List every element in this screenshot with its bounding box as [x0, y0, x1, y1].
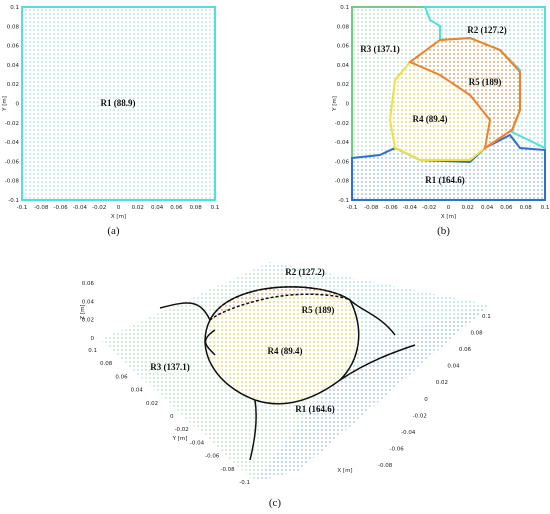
x-tick-label: -0.06: [383, 205, 398, 211]
x-tick-label: 0.02: [436, 380, 448, 386]
x-tick-label: 0.1: [211, 205, 220, 211]
y-tick-label: 0: [346, 102, 350, 108]
y-tick-label: 0.08: [100, 361, 113, 367]
x-tick-label: 0.1: [541, 205, 550, 211]
y-tick-label: 0.1: [340, 5, 349, 11]
x-tick-label: 0.08: [190, 205, 203, 211]
x-tick-label: 0.02: [462, 205, 474, 211]
y-tick-label: -0.02: [175, 427, 189, 433]
x-tick-label: -0.06: [53, 205, 68, 211]
y-tick-label: 0.04: [131, 388, 144, 394]
y-axis-label: Y [m]: [2, 96, 8, 112]
region-label: R2 (127.2): [285, 267, 325, 277]
x-tick-label: 0.04: [151, 205, 164, 211]
z-axis-label: Z [m]: [80, 304, 86, 319]
y-axis-label: Y [m]: [332, 96, 338, 112]
y-tick-label: 0.1: [88, 348, 97, 354]
x-axis-label: X [m]: [441, 214, 456, 220]
y-tick-label: -0.04: [335, 140, 350, 146]
panel-c-surface: [100, 262, 490, 482]
x-tick-label: 0.02: [132, 205, 144, 211]
y-tick-label: -0.06: [205, 454, 220, 460]
y-tick-label: 0.1: [10, 5, 19, 11]
x-tick-label: -0.04: [73, 205, 88, 211]
region-label: R3 (137.1): [150, 362, 190, 372]
region-label: R2 (127.2): [467, 25, 507, 35]
y-tick-label: -0.06: [335, 159, 350, 165]
y-tick-label: 0.02: [7, 82, 19, 88]
x-axis-label: X [m]: [111, 214, 126, 220]
y-tick-label: 0.04: [7, 63, 20, 69]
x-tick-label: 0: [447, 205, 451, 211]
y-tick-label: -0.08: [5, 179, 20, 185]
x-tick-label: -0.1: [17, 205, 28, 211]
z-tick-label: 0.02: [82, 318, 94, 324]
z-tick-label: 0.04: [82, 299, 95, 305]
region-label: R5 (189): [469, 77, 502, 87]
y-tick-label: -0.06: [5, 159, 20, 165]
y-tick-label: 0.06: [337, 44, 350, 50]
region-label: R4 (89.4): [413, 114, 448, 124]
x-tick-label: 0.08: [470, 331, 483, 337]
region-label: R4 (89.4): [268, 346, 303, 356]
x-tick-label: 0: [424, 397, 428, 403]
x-tick-label: 0.06: [170, 205, 183, 211]
x-tick-label: -0.08: [378, 463, 393, 469]
y-tick-label: -0.04: [190, 440, 205, 446]
y-tick-label: -0.02: [5, 121, 19, 127]
region-label: R3 (137.1): [360, 44, 400, 54]
panel-label: (c): [269, 497, 282, 509]
y-tick-label: -0.04: [5, 140, 20, 146]
y-tick-label: -0.1: [8, 198, 19, 204]
y-tick-label: -0.02: [335, 121, 349, 127]
panel-label: (a): [107, 225, 120, 237]
y-tick-label: 0.08: [337, 24, 350, 30]
z-tick-label: 0: [91, 336, 95, 342]
x-tick-label: -0.04: [403, 205, 418, 211]
x-tick-label: 0.08: [520, 205, 533, 211]
y-tick-label: -0.1: [239, 480, 250, 486]
x-tick-label: -0.06: [390, 446, 405, 452]
region-label: R1 (164.6): [425, 175, 465, 185]
y-tick-label: -0.08: [220, 467, 235, 473]
x-tick-label: -0.08: [34, 205, 49, 211]
y-tick-label: 0.02: [146, 401, 158, 407]
y-tick-label: 0.06: [7, 44, 20, 50]
y-tick-label: 0: [170, 414, 174, 420]
panel-b-regions: [351, 6, 546, 201]
x-tick-label: -0.02: [422, 205, 436, 211]
panel-label: (b): [437, 225, 450, 237]
x-tick-label: -0.1: [347, 205, 358, 211]
y-tick-label: 0.06: [115, 374, 128, 380]
x-tick-label: -0.02: [413, 413, 427, 419]
x-tick-label: 0.04: [447, 364, 460, 370]
y-tick-label: 0: [16, 102, 20, 108]
x-tick-label: -0.04: [401, 430, 416, 436]
region-label: R1 (88.9): [101, 98, 136, 108]
x-tick-label: -0.08: [364, 205, 379, 211]
region-area: [21, 6, 216, 201]
y-axis-label: Y [m]: [172, 436, 188, 442]
region-label: R5 (189): [302, 305, 335, 315]
x-tick-label: 0.06: [459, 347, 472, 353]
x-tick-label: 0: [117, 205, 121, 211]
y-tick-label: 0.04: [337, 63, 350, 69]
y-tick-label: -0.1: [338, 198, 349, 204]
x-tick-label: 0.1: [482, 314, 491, 320]
y-tick-label: -0.08: [335, 179, 350, 185]
x-tick-label: 0.06: [500, 205, 513, 211]
y-tick-label: 0.08: [7, 24, 20, 30]
y-tick-label: 0.02: [337, 82, 349, 88]
region-label: R1 (164.6): [295, 404, 335, 414]
x-tick-label: 0.04: [481, 205, 494, 211]
z-tick-label: 0.06: [82, 281, 95, 287]
x-tick-label: -0.02: [92, 205, 106, 211]
x-axis-label: X [m]: [337, 468, 352, 474]
